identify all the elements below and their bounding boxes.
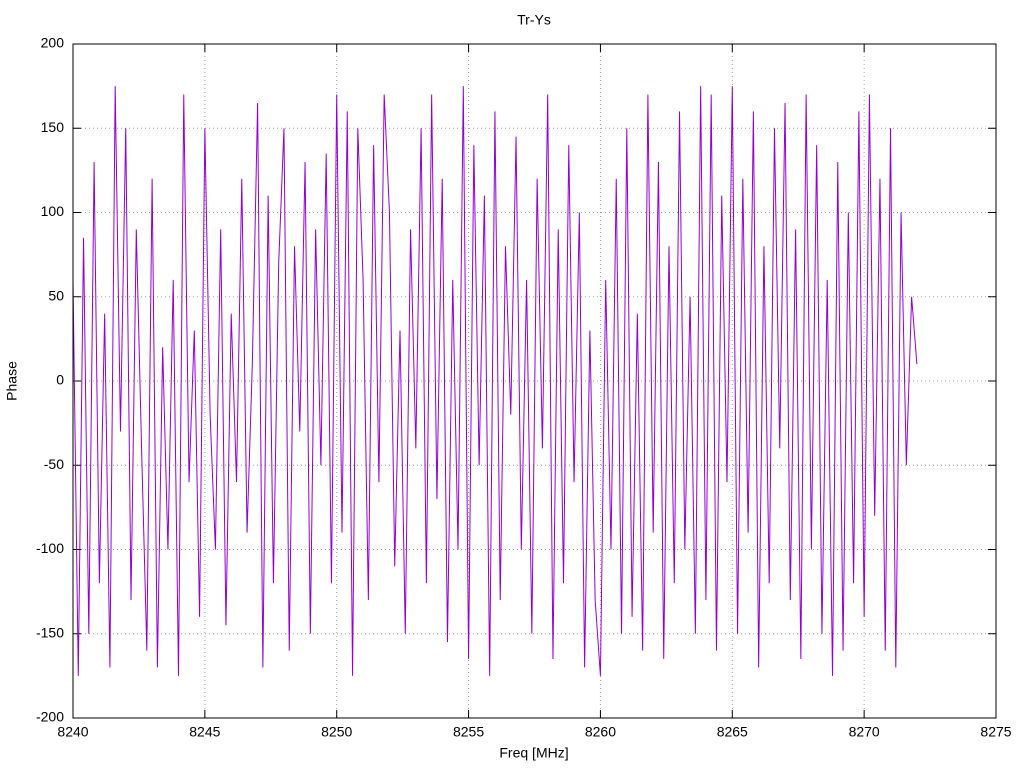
y-axis-label: Phase [4, 361, 20, 401]
x-tick-label: 8270 [849, 724, 880, 740]
x-tick-label: 8240 [57, 724, 88, 740]
x-tick-label: 8260 [585, 724, 616, 740]
plot-border [72, 43, 997, 719]
x-tick-label: 8245 [189, 724, 220, 740]
y-tick-label: 100 [41, 203, 65, 219]
x-tick-label: 8255 [453, 724, 484, 740]
chart-title: Tr-Ys [517, 12, 551, 28]
y-tick-label: 0 [56, 372, 64, 388]
x-tick-label: 8250 [321, 724, 352, 740]
data-line [72, 86, 918, 676]
y-tick-label: -200 [36, 709, 64, 725]
y-tick-label: 50 [48, 287, 64, 303]
x-tick-label: 8265 [717, 724, 748, 740]
y-tick-label: -100 [36, 540, 64, 556]
y-tick-label: 200 [41, 35, 65, 51]
y-tick-label: 150 [41, 119, 65, 135]
y-tick-label: -150 [36, 624, 64, 640]
x-axis-label: Freq [MHz] [499, 745, 568, 761]
y-tick-label: -50 [44, 456, 64, 472]
x-tick-label: 8275 [980, 724, 1011, 740]
